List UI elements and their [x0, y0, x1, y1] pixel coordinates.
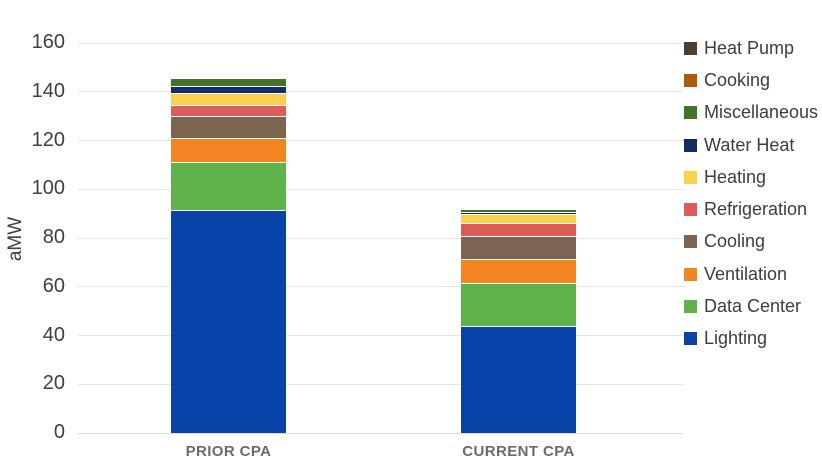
gridline — [78, 286, 684, 288]
bar-segment — [171, 75, 286, 78]
legend-swatch-icon — [684, 332, 697, 346]
legend-label: Heat Pump — [704, 37, 795, 58]
stacked-bar — [461, 206, 576, 433]
bar-segment — [171, 92, 286, 106]
y-tick-label: 120 — [31, 128, 65, 151]
legend-label: Heating — [704, 166, 767, 187]
gridline — [78, 237, 684, 239]
bar-segment — [461, 223, 576, 236]
bar-segment — [461, 207, 576, 209]
legend-item: Cooking — [684, 64, 818, 96]
gridline — [78, 91, 684, 93]
y-tick-label: 100 — [31, 177, 65, 200]
y-tick-label: 160 — [31, 31, 65, 53]
legend-swatch-icon — [684, 267, 697, 281]
legend-swatch-icon — [684, 235, 697, 249]
legend-label: Refrigeration — [704, 199, 808, 220]
y-tick-label: 0 — [53, 421, 65, 443]
legend-item: Lighting — [684, 323, 818, 355]
gridline — [78, 383, 684, 385]
bar-segment — [171, 209, 286, 433]
bar-segment — [461, 235, 576, 259]
legend-label: Ventilation — [704, 263, 788, 284]
chart-legend: Heat Pump Cooking Miscellaneous Water Heat H… — [684, 32, 818, 355]
legend-item: Refrigeration — [684, 193, 818, 225]
bar-segment — [461, 206, 576, 208]
legend-label: Cooking — [704, 69, 771, 90]
bar-segment — [171, 138, 286, 163]
bar-segment — [461, 212, 576, 214]
legend-swatch-icon — [684, 170, 697, 184]
legend-swatch-icon — [684, 106, 697, 120]
legend-label: Miscellaneous — [704, 102, 819, 123]
y-tick-label: 140 — [31, 79, 65, 102]
plot-area — [78, 42, 684, 434]
y-tick-label: 20 — [42, 372, 65, 395]
gridline — [78, 42, 684, 44]
bar-segment — [171, 78, 286, 86]
bar-segment — [171, 85, 286, 93]
stacked-bar — [171, 75, 286, 433]
legend-swatch-icon — [684, 138, 697, 152]
legend-item: Heat Pump — [684, 32, 818, 64]
legend-swatch-icon — [684, 300, 697, 314]
bar-segment — [461, 283, 576, 326]
legend-swatch-icon — [684, 203, 697, 217]
legend-item: Heating — [684, 161, 818, 193]
legend-swatch-icon — [684, 41, 697, 55]
legend-item: Data Center — [684, 290, 818, 322]
legend-label: Data Center — [704, 296, 802, 317]
gridline — [78, 335, 684, 336]
x-category-label: CURRENT CPA — [462, 443, 575, 460]
gridline — [78, 432, 684, 434]
legend-item: Miscellaneous — [684, 97, 818, 129]
bar-segment — [171, 105, 286, 117]
legend-label: Water Heat — [704, 134, 795, 155]
y-tick-label: 40 — [42, 323, 65, 346]
legend-item: Ventilation — [684, 258, 818, 290]
bar-segment — [171, 77, 286, 79]
y-tick-label: 60 — [42, 274, 65, 297]
gridline — [78, 188, 684, 190]
legend-label: Cooling — [704, 231, 766, 252]
bar-segment — [171, 116, 286, 139]
bar-segment — [461, 208, 576, 213]
legend-item: Water Heat — [684, 129, 818, 161]
bar-segment — [461, 213, 576, 224]
gridline — [78, 140, 684, 141]
bar-segment — [171, 162, 286, 210]
bar-segment — [461, 258, 576, 284]
legend-swatch-icon — [684, 73, 697, 87]
y-tick-label: 80 — [42, 226, 65, 248]
bar-segment — [461, 325, 576, 433]
legend-label: Lighting — [704, 328, 768, 349]
legend-item: Cooling — [684, 226, 818, 258]
x-category-label: PRIOR CPA — [185, 443, 272, 460]
